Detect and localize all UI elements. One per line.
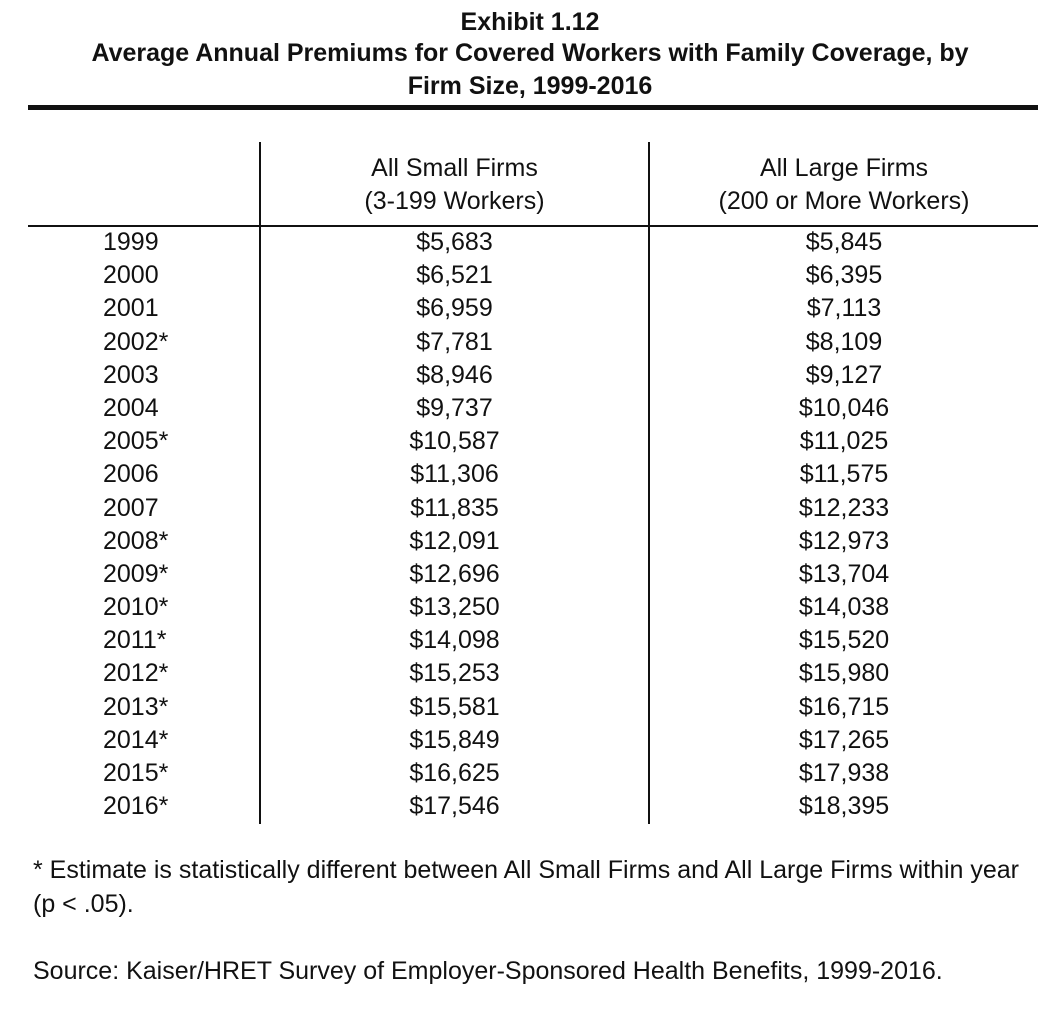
table-row: 2000 $6,521 $6,395 [28,259,1038,292]
table-row: 2010* $13,250 $14,038 [28,591,1038,624]
small-firms-premium-cell: $12,091 [409,526,500,555]
year-cell: 2012* [103,659,169,688]
exhibit-title: Average Annual Premiums for Covered Work… [91,39,969,67]
small-firms-premium-cell: $15,253 [409,659,500,688]
small-firms-premium-cell: $8,946 [416,360,493,389]
column-divider-firms [648,142,650,824]
small-firms-premium-cell: $9,737 [416,393,493,422]
year-cell: 2007 [103,493,159,522]
year-cell: 2004 [103,393,159,422]
year-cell: 2013* [103,692,169,721]
small-firms-premium-cell: $12,696 [409,559,500,588]
table-row: 2009* $12,696 $13,704 [28,558,1038,591]
large-firms-premium-cell: $16,715 [798,692,890,721]
column-header-large-firms: All Large Firms (200 or More Workers) [650,152,1038,218]
exhibit-title-continued: Firm Size, 1999-2016 [407,72,653,100]
exhibit-label: Exhibit 1.12 [460,8,600,36]
column-header-small-firms: All Small Firms (3-199 Workers) [261,152,648,218]
column-header-large-firms-subtitle: (200 or More Workers) [718,187,970,215]
large-firms-premium-cell: $14,038 [798,593,890,622]
small-firms-premium-cell: $14,098 [409,626,500,655]
column-header-large-firms-title: All Large Firms [759,154,929,182]
large-firms-premium-cell: $10,046 [798,393,890,422]
large-firms-premium-cell: $12,233 [798,493,890,522]
large-firms-premium-cell: $17,265 [798,725,890,754]
year-cell: 2016* [103,792,169,821]
source-note: Source: Kaiser/HRET Survey of Employer-S… [33,957,943,985]
large-firms-premium-cell: $15,980 [798,659,890,688]
large-firms-premium-cell: $12,973 [798,526,890,555]
header-divider [28,225,1038,227]
table-row: 1999 $5,683 $5,845 [28,226,1038,259]
large-firms-premium-cell: $9,127 [805,360,883,389]
small-firms-premium-cell: $11,306 [410,460,499,489]
table-row: 2006 $11,306 $11,575 [28,458,1038,491]
small-firms-premium-cell: $13,250 [409,593,500,622]
column-header-small-firms-subtitle: (3-199 Workers) [364,187,545,215]
large-firms-premium-cell: $15,520 [798,626,890,655]
large-firms-premium-cell: $13,704 [798,559,890,588]
large-firms-premium-cell: $7,113 [806,294,882,323]
title-divider [28,105,1038,110]
year-cell: 2011* [103,626,167,655]
table-row: 2011* $14,098 $15,520 [28,624,1038,657]
table-row: 2014* $15,849 $17,265 [28,724,1038,757]
year-cell: 2006 [103,460,159,489]
year-cell: 2002* [103,327,169,356]
small-firms-premium-cell: $11,835 [410,493,499,522]
year-cell: 2003 [103,360,159,389]
column-header-small-firms-title: All Small Firms [371,154,538,182]
small-firms-premium-cell: $5,683 [416,228,493,256]
footnote: * Estimate is statistically different be… [33,856,1020,918]
year-cell: 2009* [103,559,169,588]
large-firms-premium-cell: $6,395 [805,261,883,290]
large-firms-premium-cell: $18,395 [798,792,890,821]
year-cell: 2014* [103,725,169,754]
large-firms-premium-cell: $8,109 [805,327,883,356]
column-divider-year [259,142,261,824]
table-row: 2004 $9,737 $10,046 [28,392,1038,425]
small-firms-premium-cell: $15,581 [409,692,500,721]
table-row: 2015* $16,625 $17,938 [28,757,1038,790]
table-row: 2003 $8,946 $9,127 [28,359,1038,392]
year-cell: 2010* [103,593,169,622]
year-cell: 2001 [103,294,159,323]
year-cell: 2015* [103,759,169,787]
table-row: 2005* $10,587 $11,025 [28,425,1038,458]
large-firms-premium-cell: $17,938 [798,759,890,787]
table-row: 2002* $7,781 $8,109 [28,326,1038,359]
small-firms-premium-cell: $6,959 [416,294,493,323]
small-firms-premium-cell: $17,546 [409,792,500,821]
large-firms-premium-cell: $11,025 [799,427,889,456]
table-row: 2001 $6,959 $7,113 [28,292,1038,325]
table-row: 2016* $17,546 $18,395 [28,790,1038,823]
table-row: 2012* $15,253 $15,980 [28,657,1038,690]
small-firms-premium-cell: $15,849 [409,725,500,754]
table-row: 2013* $15,581 $16,715 [28,691,1038,724]
table-row: 2008* $12,091 $12,973 [28,525,1038,558]
large-firms-premium-cell: $11,575 [799,460,889,489]
small-firms-premium-cell: $16,625 [409,759,500,787]
year-cell: 2000 [103,261,159,290]
year-cell: 2005* [103,427,169,456]
small-firms-premium-cell: $10,587 [409,427,500,456]
year-cell: 1999 [103,228,159,256]
small-firms-premium-cell: $6,521 [416,261,493,290]
table-row: 2007 $11,835 $12,233 [28,492,1038,525]
year-cell: 2008* [103,526,169,555]
small-firms-premium-cell: $7,781 [416,327,493,356]
premium-table-body: 1999 $5,683 $5,845 2000 $6,521 $6,395 2001 $6,9… [28,226,1038,823]
large-firms-premium-cell: $5,845 [805,228,883,256]
